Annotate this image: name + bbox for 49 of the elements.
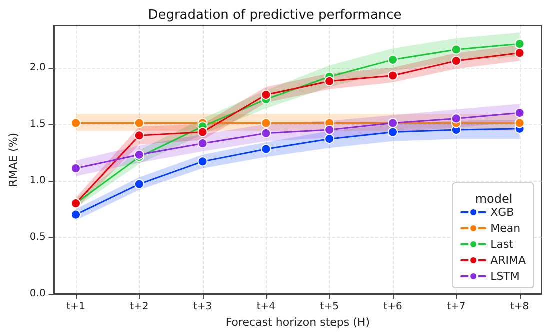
point [514,118,525,128]
chart-title: Degradation of predictive performance [148,8,402,23]
y-tick-label: 0.0 [30,288,46,300]
x-axis-title: Forecast horizon steps (H) [226,316,370,329]
point [324,134,335,144]
point [388,127,398,138]
point [451,114,462,124]
point [388,70,398,81]
point [134,179,144,190]
x-tick-label: t+4 [256,302,276,312]
legend-label: Mean [490,222,521,235]
legend-label: ARIMA [490,254,526,267]
point [514,48,525,58]
point [514,108,525,118]
point [324,76,335,86]
y-axis-title: RMAE (%) [7,132,20,188]
x-tick-label: t+1 [66,302,86,312]
x-tick-label: t+5 [320,302,339,312]
y-tick-label: 2.0 [30,62,46,74]
point [261,118,272,128]
point [71,118,81,128]
point [71,163,81,174]
legend-label: XGB [490,206,514,219]
legend-title: model [475,192,513,206]
point [324,125,335,136]
point [198,127,208,138]
point [198,156,208,167]
x-tick-label: t+6 [384,302,402,312]
point [388,54,398,65]
point [451,56,462,66]
point [451,44,462,55]
y-tick-label: 0.5 [30,232,46,243]
x-tick-label: t+7 [447,302,466,312]
y-tick-label: 1.5 [30,118,46,130]
x-tick-label: t+2 [130,302,149,312]
x-tick-label: t+8 [510,302,530,312]
point [514,39,525,50]
point [134,130,144,141]
legend-label: Last [490,238,514,251]
y-tick-label: 1.0 [30,175,46,186]
point [134,118,144,128]
x-tick-label: t+3 [193,302,212,312]
point [261,128,272,138]
point [71,210,81,220]
point [261,144,272,154]
legend-label: LSTM [490,270,520,283]
point [198,138,208,149]
point [134,150,144,160]
point [261,90,272,100]
